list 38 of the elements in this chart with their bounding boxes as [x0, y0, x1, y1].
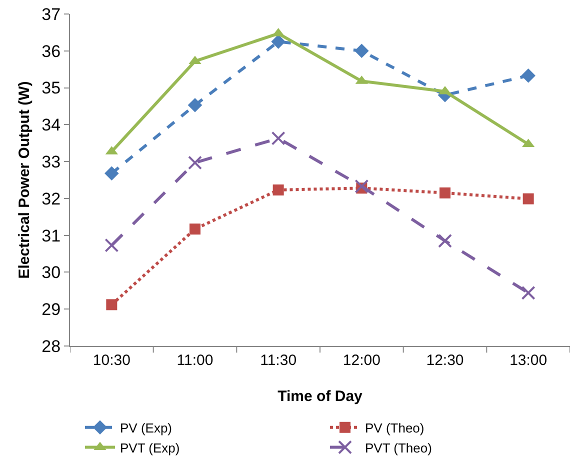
point [354, 44, 369, 58]
y-tick-label: 31 [42, 226, 61, 246]
y-tick-label: 37 [42, 4, 61, 24]
point [188, 156, 202, 170]
point [190, 224, 200, 235]
point [522, 193, 534, 204]
y-axis-title: Electrical Power Output (W) [16, 81, 33, 279]
point [440, 187, 450, 198]
point [106, 299, 118, 310]
point [272, 184, 284, 196]
y-tick-label: 33 [42, 152, 61, 172]
point [104, 238, 119, 252]
point [438, 234, 452, 248]
y-tick-label: 28 [42, 336, 61, 356]
point [521, 286, 536, 300]
point [104, 166, 119, 181]
x-tick-label: 12:00 [342, 352, 380, 369]
y-tick-label: 35 [42, 78, 61, 98]
x-tick-label: 12:30 [426, 352, 464, 369]
legend-label: PVT (Exp) [120, 440, 180, 456]
legend-label: PV (Theo) [365, 420, 424, 436]
y-tick-label: 30 [42, 263, 61, 282]
x-tick-label: 11:00 [176, 352, 214, 369]
x-tick-label: 11:30 [260, 352, 297, 369]
x-tick-label: 13:00 [510, 352, 548, 369]
legend-label: PV (Exp) [120, 420, 172, 436]
y-tick-label: 32 [42, 189, 61, 208]
point [188, 98, 202, 112]
legend-label: PVT (Theo) [365, 440, 432, 456]
x-axis-title: Time of Day [278, 388, 364, 405]
y-tick-label: 29 [42, 300, 61, 320]
point [354, 179, 369, 194]
point [271, 131, 286, 146]
point [271, 34, 286, 49]
y-tick-label: 34 [42, 116, 61, 135]
x-tick-label: 10:30 [92, 352, 130, 369]
point [521, 68, 536, 83]
y-tick-label: 36 [42, 42, 61, 61]
